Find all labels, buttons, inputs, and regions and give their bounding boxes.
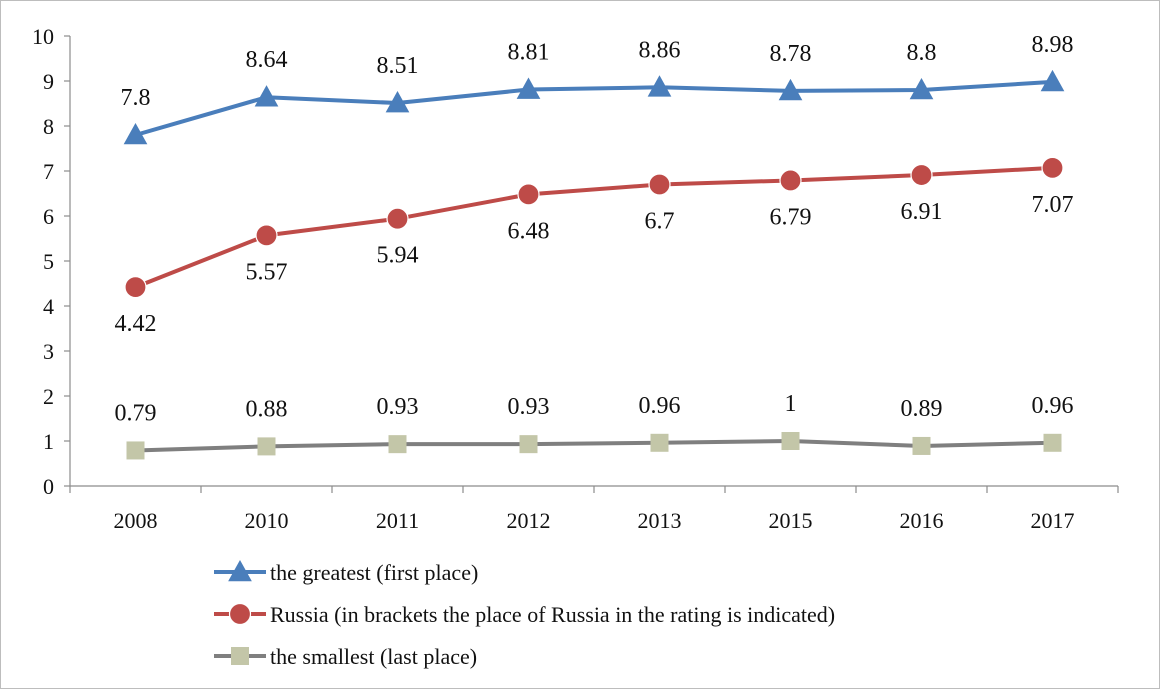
data-point-series-0 — [647, 75, 672, 97]
data-point-series-2 — [519, 435, 538, 454]
x-tick-label: 2008 — [114, 508, 158, 533]
y-tick-label: 9 — [43, 69, 54, 94]
data-label-series-2: 0.93 — [508, 394, 550, 420]
x-tick-label: 2013 — [638, 508, 682, 533]
data-label-series-1: 5.94 — [377, 243, 419, 269]
legend-label-2: the smallest (last place) — [270, 644, 477, 669]
data-point-series-0 — [1040, 69, 1065, 92]
series-line-0 — [134, 79, 1053, 137]
data-point-series-0 — [123, 122, 148, 145]
data-point-series-0 — [254, 85, 279, 107]
legend-marker-0 — [228, 559, 252, 582]
data-label-series-0: 7.8 — [121, 85, 151, 111]
x-tick-label: 2016 — [900, 508, 944, 533]
x-tick-label: 2017 — [1031, 508, 1075, 533]
data-point-series-2 — [388, 435, 407, 454]
y-tick-label: 0 — [43, 474, 54, 499]
data-label-series-1: 6.91 — [901, 199, 943, 225]
data-point-series-1 — [517, 183, 540, 206]
x-tick-label: 2012 — [507, 508, 551, 533]
data-label-series-1: 7.07 — [1032, 192, 1074, 218]
data-label-series-2: 0.89 — [901, 396, 943, 422]
y-tick-label: 7 — [43, 159, 54, 184]
x-tick-label: 2010 — [245, 508, 289, 533]
x-tick-label: 2011 — [376, 508, 419, 533]
y-tick-label: 10 — [32, 24, 54, 49]
data-label-series-1: 4.42 — [115, 311, 157, 337]
legend-label-1: Russia (in brackets the place of Russia … — [270, 602, 835, 627]
data-label-series-0: 8.78 — [770, 41, 812, 67]
data-label-series-2: 0.88 — [246, 396, 288, 422]
legend-marker-2 — [231, 647, 249, 665]
legend-marker-1 — [228, 602, 252, 626]
data-label-series-0: 8.64 — [246, 47, 288, 73]
data-point-series-0 — [909, 77, 934, 100]
data-label-series-2: 0.79 — [115, 400, 157, 426]
data-label-series-1: 5.57 — [246, 259, 288, 285]
series-line-1 — [134, 165, 1053, 289]
data-point-series-1 — [779, 169, 802, 192]
data-point-series-0 — [385, 91, 410, 113]
series-layer — [123, 69, 1065, 460]
axes: 0 1 2 3 4 5 6 7 8 9 10 2008 2010 2011 2012 2013 2015 2016… — [32, 24, 1119, 533]
y-tick-label: 5 — [43, 249, 54, 274]
data-point-series-1 — [1041, 156, 1064, 179]
data-point-series-2 — [257, 437, 276, 456]
data-label-series-0: 8.86 — [639, 37, 681, 63]
data-label-series-0: 8.51 — [377, 53, 419, 79]
y-tick-label: 3 — [43, 339, 54, 364]
data-point-series-1 — [386, 207, 409, 230]
data-point-series-2 — [781, 432, 800, 450]
data-label-series-2: 0.96 — [1032, 393, 1074, 419]
data-label-series-0: 8.8 — [907, 40, 937, 66]
data-point-series-1 — [255, 224, 278, 247]
series-line-2 — [135, 439, 1053, 453]
x-tick-label: 2015 — [769, 508, 813, 533]
data-label-series-1: 6.48 — [508, 218, 550, 244]
data-labels: 7.8 8.64 8.51 8.81 8.86 8.78 8.8 8.98 4.42 5.57 5.… — [115, 32, 1074, 427]
data-label-series-2: 0.96 — [639, 393, 681, 419]
data-label-series-2: 0.93 — [377, 394, 419, 420]
legend-label-0: the greatest (first place) — [270, 560, 478, 585]
data-label-series-0: 8.98 — [1032, 32, 1074, 58]
data-point-series-1 — [910, 163, 933, 187]
data-label-series-1: 6.79 — [770, 204, 812, 230]
data-point-series-0 — [516, 77, 541, 99]
data-point-series-2 — [650, 433, 669, 452]
data-point-series-2 — [1043, 433, 1062, 452]
data-label-series-0: 8.81 — [508, 40, 550, 66]
legend: the greatest (first place) Russia (in bra… — [214, 559, 835, 669]
data-label-series-2: 1 — [785, 391, 797, 417]
y-tick-label: 6 — [43, 204, 54, 229]
data-label-series-1: 6.7 — [645, 209, 675, 235]
y-tick-label: 4 — [43, 294, 54, 319]
data-point-series-2 — [126, 441, 145, 460]
y-tick-label: 8 — [43, 114, 54, 139]
data-point-series-1 — [124, 276, 147, 299]
data-point-series-1 — [648, 173, 671, 196]
y-tick-label: 2 — [43, 384, 54, 409]
data-point-series-2 — [912, 436, 931, 455]
data-point-series-0 — [778, 78, 803, 101]
y-tick-label: 1 — [43, 429, 54, 454]
